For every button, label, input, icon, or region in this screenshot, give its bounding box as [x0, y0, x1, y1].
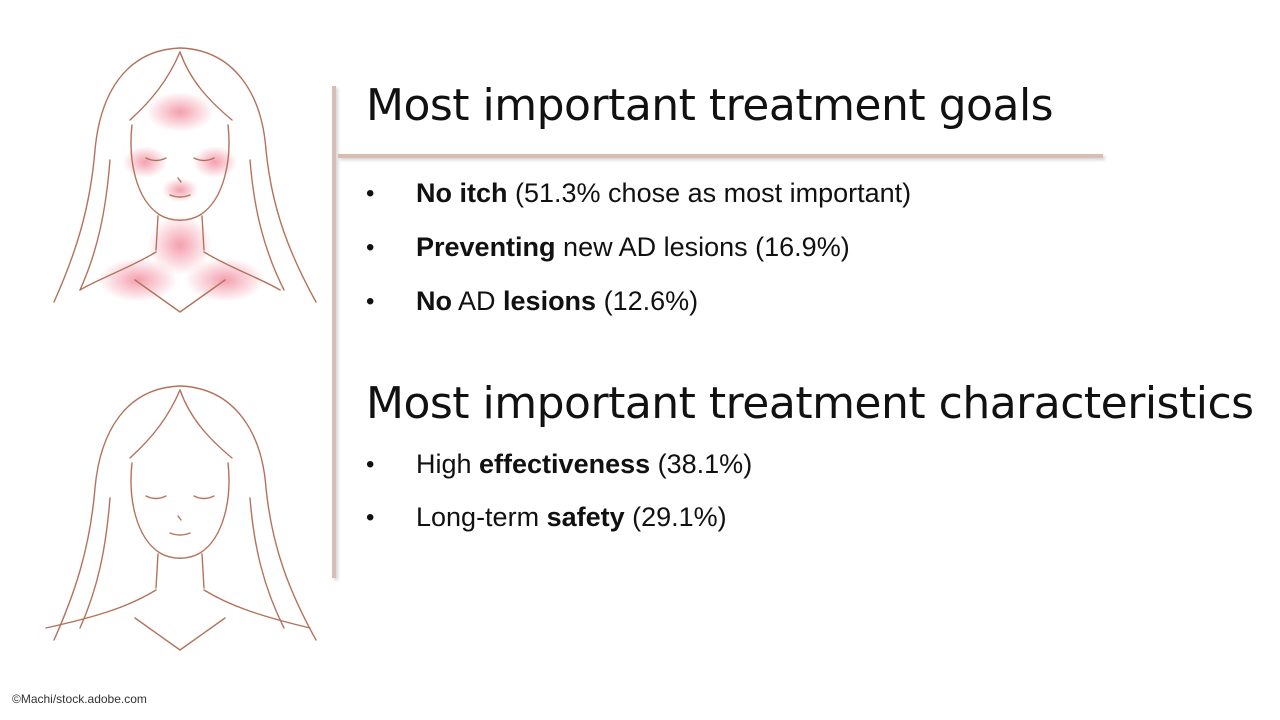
bullet-item: No itch (51.3% chose as most important): [366, 178, 912, 208]
vertical-divider: [332, 86, 336, 578]
characteristics-heading: Most important treatment characteristics: [366, 378, 1254, 429]
line-art: [53, 47, 317, 313]
goals-heading: Most important treatment goals: [366, 80, 1054, 131]
bullet-item: Preventing new AD lesions (16.9%): [366, 232, 911, 262]
text: (38.1%): [650, 449, 753, 479]
woman-with-rash-illustration: [53, 47, 317, 313]
bullet-item: No AD lesions (12.6%): [366, 286, 911, 316]
characteristics-list: High effectiveness (38.1%) Long-term safe…: [366, 451, 752, 557]
bold-text: No itch: [416, 178, 508, 208]
text: (12.6%): [596, 286, 699, 316]
text: High: [416, 449, 480, 479]
text: (29.1%): [624, 502, 727, 532]
woman-clear-skin-illustration: [45, 385, 317, 651]
bullet-item: High effectiveness (38.1%): [366, 449, 753, 479]
bold-text: Preventing: [416, 232, 556, 262]
goals-list: No itch (51.3% chose as most important) P…: [366, 180, 911, 342]
text: AD: [452, 286, 504, 316]
bold-text: No: [416, 286, 452, 316]
line-art: [45, 385, 317, 651]
image-credit: ©Machi/stock.adobe.com: [12, 692, 147, 706]
bold-text: lesions: [503, 286, 597, 316]
bullet-item: Long-term safety (29.1%): [366, 502, 752, 532]
title-underline: [338, 154, 1103, 158]
text: new AD lesions (16.9%): [555, 232, 850, 262]
bold-text: safety: [546, 502, 625, 532]
text: (51.3% chose as most important): [507, 178, 912, 208]
bold-text: effectiveness: [479, 449, 651, 479]
text: Long-term: [416, 502, 547, 532]
